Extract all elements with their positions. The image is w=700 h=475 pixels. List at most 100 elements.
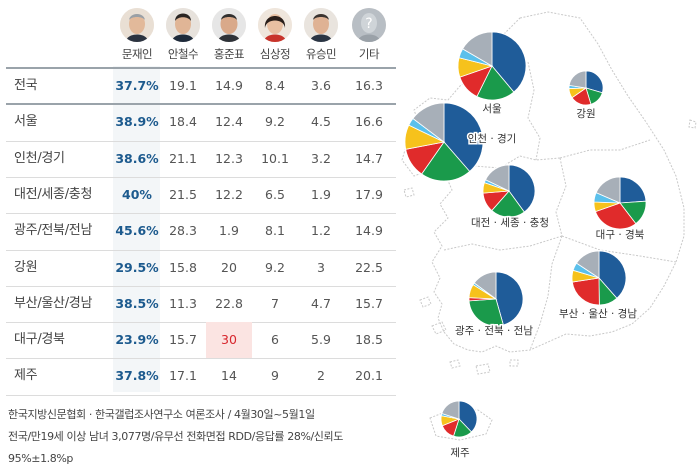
value-cell: 14.9	[355, 223, 383, 239]
value-cell: 20	[221, 259, 237, 275]
row-divider	[6, 394, 396, 396]
pie-slice	[594, 202, 637, 230]
border-gyeongbuk-gyeongnam	[561, 235, 677, 263]
candidate-5: ? 기타	[346, 0, 392, 62]
value-cell: 5.9	[311, 332, 331, 348]
value-cell: 14.9	[215, 78, 243, 93]
mainland-outline	[401, 11, 685, 353]
pie-label: 광주 · 전북 · 전남	[455, 325, 533, 337]
table-row: 전국 37.7% 19.1 14.9 8.4 3.6 16.3	[0, 68, 396, 104]
pie-slice	[619, 176, 647, 204]
pie-label: 강원	[576, 108, 595, 120]
region-label: 제주	[14, 368, 38, 384]
row-divider	[6, 358, 396, 360]
pie-slice	[595, 176, 621, 204]
region-label: 강원	[14, 259, 38, 275]
value-cell: 2	[317, 368, 325, 384]
value-cell: 6	[271, 332, 279, 348]
value-cell: 4.5	[311, 114, 331, 130]
pie-slice	[473, 271, 497, 300]
value-cell: 9.2	[265, 259, 285, 275]
value-cell: 37.7%	[115, 78, 159, 93]
candidate-photo-icon: ?	[352, 8, 386, 42]
row-divider	[6, 103, 396, 106]
note-line: 전국/만19세 이상 남녀 3,077명/유무선 전화면접 RDD/응답률 28…	[8, 430, 343, 443]
candidate-0: 문재인	[114, 0, 160, 62]
row-divider	[6, 285, 396, 287]
pie-chart: 서울	[457, 31, 527, 117]
border-chungcheong-jeolla	[443, 235, 563, 251]
value-cell: 1.9	[311, 186, 331, 202]
value-cell: 22.5	[355, 259, 383, 275]
value-cell: 22.8	[215, 295, 243, 311]
value-cell: 1.2	[311, 223, 331, 239]
pie-chart: 대구 · 경북	[593, 176, 647, 243]
value-cell: 12.4	[215, 114, 243, 130]
pie-chart: 대전 · 세종 · 충청	[470, 164, 551, 231]
region-label: 광주/전북/전남	[14, 223, 93, 239]
candidate-2: 홍준표	[206, 0, 252, 62]
row-divider	[6, 213, 396, 215]
value-cell: 23.9%	[115, 332, 159, 348]
region-label: 인천/경기	[14, 150, 65, 166]
value-cell: 29.5%	[115, 259, 159, 275]
candidate-photo-icon	[212, 8, 246, 42]
value-cell: 18.4	[169, 114, 197, 130]
value-cell: 20.1	[355, 368, 383, 384]
value-cell: 18.5	[355, 332, 383, 348]
note-line: 95%±1.8%p	[8, 452, 73, 465]
candidate-3: 심상정	[252, 0, 298, 62]
value-cell: 14	[221, 368, 237, 384]
svg-text:?: ?	[365, 16, 372, 32]
value-cell: 17.1	[169, 368, 197, 384]
value-cell: 6.5	[265, 186, 285, 202]
pie-label: 서울	[482, 103, 502, 115]
table-row: 제주 37.8% 17.1 14 9 2 20.1	[0, 358, 396, 394]
value-cell: 7	[271, 295, 279, 311]
candidate-name: 심상정	[259, 47, 291, 61]
row-divider	[6, 322, 396, 324]
value-cell: 15.8	[169, 259, 197, 275]
value-cell: 4.7	[311, 295, 331, 311]
pie-slice	[412, 102, 445, 143]
row-divider	[6, 249, 396, 251]
value-cell: 3	[317, 259, 325, 275]
pie-label: 제주	[450, 447, 470, 459]
region-label: 부산/울산/경남	[14, 295, 93, 311]
pie-slice	[491, 190, 525, 218]
table-row: 강원 29.5% 15.8 20 9.2 3 22.5	[0, 250, 396, 286]
pie-slice	[441, 400, 460, 420]
value-cell: 21.5	[169, 186, 197, 202]
region-label: 대구/경북	[14, 332, 65, 348]
border-gangwon-south	[559, 139, 651, 159]
pie-slice	[468, 298, 504, 327]
table-row: 인천/경기 38.6% 21.1 12.3 10.1 3.2 14.7	[0, 141, 396, 177]
candidate-name: 기타	[358, 47, 380, 61]
pie-slice	[568, 70, 587, 89]
value-cell: 38.9%	[115, 114, 159, 130]
row-divider	[6, 140, 396, 142]
value-cell: 17.9	[355, 186, 383, 202]
table-row: 대구/경북 23.9% 15.7 30 6 5.9 18.5	[0, 322, 396, 359]
region-label: 서울	[14, 114, 38, 130]
value-cell: 45.6%	[115, 223, 159, 239]
candidate-name: 홍준표	[213, 47, 245, 61]
value-cell: 9.2	[265, 114, 285, 130]
pie-slice	[458, 400, 478, 433]
candidate-photo-icon	[258, 8, 292, 42]
candidate-name: 안철수	[167, 47, 199, 61]
pie-label: 부산 · 울산 · 경남	[559, 307, 637, 320]
pie-slice	[508, 164, 536, 213]
candidate-4: 유승민	[298, 0, 344, 62]
value-cell: 28.3	[169, 223, 197, 239]
value-cell: 40%	[122, 186, 152, 202]
value-cell: 3.2	[311, 150, 331, 166]
pie-chart: 부산 · 울산 · 경남	[558, 250, 639, 322]
pie-slice	[598, 250, 627, 299]
border-chungcheong-gyeongbuk	[555, 157, 567, 237]
pie-label: 인천 · 경기	[468, 132, 517, 145]
table-row: 부산/울산/경남 38.5% 11.3 22.8 7 4.7 15.7	[0, 286, 396, 322]
pie-slice	[495, 271, 524, 326]
pie-chart: 인천 · 경기	[404, 102, 518, 182]
